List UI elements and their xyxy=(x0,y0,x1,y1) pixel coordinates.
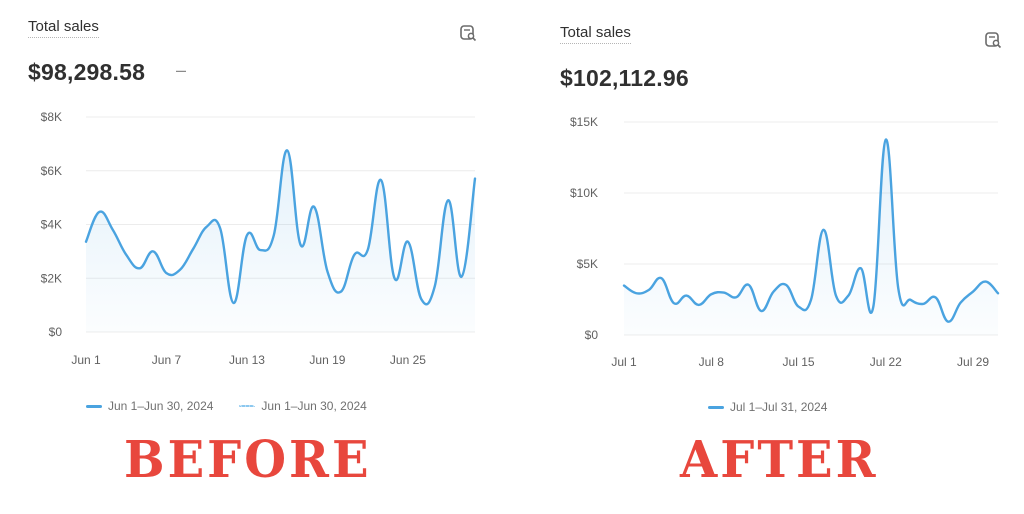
before-comparison: – xyxy=(176,60,187,80)
x-tick-label: Jun 7 xyxy=(152,353,182,367)
legend-dotted-swatch xyxy=(239,405,256,407)
after-legend: Jul 1–Jul 31, 2024 xyxy=(708,400,827,414)
before-legend: Jun 1–Jun 30, 2024 Jun 1–Jun 30, 2024 xyxy=(86,399,367,413)
y-tick-label: $0 xyxy=(49,325,63,339)
before-total-value: $98,298.58 xyxy=(28,59,146,85)
x-tick-label: Jul 22 xyxy=(870,355,902,369)
y-tick-label: $8K xyxy=(41,110,62,124)
series-area xyxy=(86,150,475,332)
legend-label[interactable]: Jun 1–Jun 30, 2024 xyxy=(108,399,214,413)
x-tick-label: Jul 15 xyxy=(783,355,815,369)
report-search-icon[interactable] xyxy=(984,31,1002,49)
legend-solid-swatch xyxy=(708,405,724,409)
series-line xyxy=(622,138,1000,323)
x-tick-label: Jun 13 xyxy=(229,353,265,367)
series-line xyxy=(84,149,477,306)
legend-solid-swatch xyxy=(86,404,102,408)
before-caption: BEFORE xyxy=(124,430,372,490)
after-total-value: $102,112.96 xyxy=(560,65,689,91)
legend-label[interactable]: Jun 1–Jun 30, 2024 xyxy=(261,399,367,413)
x-tick-label: Jun 19 xyxy=(309,353,345,367)
y-tick-label: $2K xyxy=(41,271,62,285)
after-panel-title[interactable]: Total sales xyxy=(560,24,631,44)
report-search-icon[interactable] xyxy=(459,24,477,42)
x-tick-label: Jul 29 xyxy=(957,355,989,369)
y-tick-label: $4K xyxy=(41,218,62,232)
x-tick-label: Jun 25 xyxy=(390,353,426,367)
y-tick-label: $10K xyxy=(570,186,598,200)
y-tick-label: $6K xyxy=(41,164,62,178)
after-caption: AFTER xyxy=(680,430,879,490)
y-tick-label: $0 xyxy=(585,328,599,342)
x-tick-label: Jun 1 xyxy=(71,353,101,367)
x-tick-label: Jul 8 xyxy=(699,355,725,369)
x-tick-label: Jul 1 xyxy=(611,355,637,369)
y-tick-label: $5K xyxy=(577,257,598,271)
series-area xyxy=(624,139,998,335)
legend-label[interactable]: Jul 1–Jul 31, 2024 xyxy=(730,400,828,414)
y-tick-label: $15K xyxy=(570,115,598,129)
before-panel-title[interactable]: Total sales xyxy=(28,18,99,38)
